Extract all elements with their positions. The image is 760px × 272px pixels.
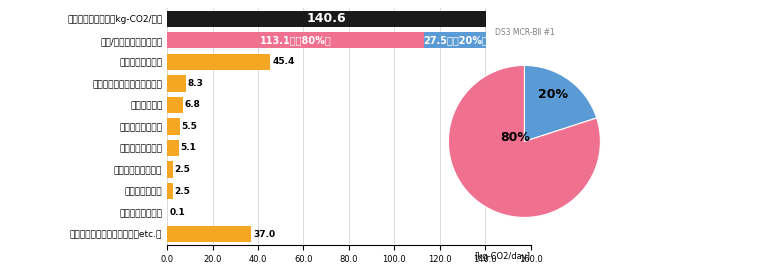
Text: 27.5　（20%）: 27.5 （20%） (423, 35, 488, 45)
Bar (167, 183, 173, 199)
Text: 5.5: 5.5 (182, 122, 198, 131)
Bar (167, 75, 186, 91)
Text: 113.1　（80%）: 113.1 （80%） (260, 35, 331, 45)
Text: 20%: 20% (538, 88, 568, 101)
Text: 8.3: 8.3 (188, 79, 204, 88)
Bar (167, 54, 271, 70)
Text: 0.1: 0.1 (169, 208, 185, 217)
Text: 80%: 80% (500, 131, 530, 144)
Bar (167, 140, 179, 156)
Bar (167, 97, 182, 113)
Bar (167, 11, 486, 27)
Wedge shape (448, 66, 600, 217)
Text: ・ 主軸モータ: ・ 主軸モータ (630, 70, 663, 79)
Text: 6.8: 6.8 (185, 100, 201, 109)
Text: ・ 送り軸モータ etc.: ・ 送り軸モータ etc. (630, 101, 686, 110)
Text: 140.6: 140.6 (307, 13, 347, 25)
Text: [kg-CO2/day]: [kg-CO2/day] (474, 252, 530, 261)
Bar (167, 162, 173, 178)
Text: 5.1: 5.1 (181, 144, 197, 153)
Text: 45.4: 45.4 (272, 57, 294, 66)
Text: モータ: モータ (630, 41, 646, 51)
Text: 2.5: 2.5 (175, 165, 191, 174)
Bar (167, 32, 424, 48)
Text: DS3 MCR-BⅡ #1: DS3 MCR-BⅡ #1 (495, 28, 554, 37)
Bar (167, 118, 179, 135)
Text: 37.0: 37.0 (253, 230, 275, 239)
Wedge shape (524, 66, 597, 141)
Text: 2.5: 2.5 (175, 187, 191, 196)
Bar (167, 226, 252, 242)
Bar (424, 32, 486, 48)
